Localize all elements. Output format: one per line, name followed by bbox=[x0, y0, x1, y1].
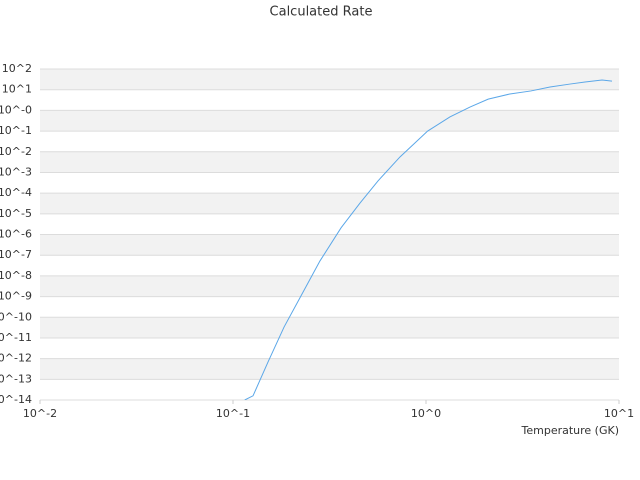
y-tick-label: 10^2 bbox=[2, 62, 32, 75]
plot-band bbox=[40, 69, 619, 90]
y-tick-label: 10^-6 bbox=[0, 228, 32, 241]
y-tick-label: 10^1 bbox=[2, 83, 32, 96]
plot-band bbox=[40, 379, 619, 400]
grid bbox=[39, 68, 620, 404]
plot-band bbox=[40, 110, 619, 132]
plot-band bbox=[40, 172, 619, 194]
y-tick-label: 10^-3 bbox=[0, 165, 32, 178]
plot-band bbox=[40, 213, 619, 235]
data-line bbox=[244, 79, 613, 400]
y-tick-label: 10^-10 bbox=[0, 310, 32, 323]
x-tick-label: 10^-2 bbox=[23, 407, 57, 420]
plot-band bbox=[40, 358, 619, 380]
plot-background bbox=[40, 69, 619, 400]
y-tick-label: 10^-1 bbox=[0, 124, 32, 137]
plot-band bbox=[40, 89, 619, 111]
y-tick-label: 10^-11 bbox=[0, 331, 32, 344]
y-tick-label: 10^-7 bbox=[0, 248, 32, 261]
labels: 10^2 10^1 10^-0 10^-1 10^-2 10^-3 10^-4 10^-5 10… bbox=[0, 62, 634, 420]
plot-band bbox=[40, 317, 619, 338]
x-tick-label: 10^1 bbox=[604, 407, 634, 420]
y-tick-label: 10^-8 bbox=[0, 269, 32, 282]
series bbox=[244, 79, 613, 400]
y-tick-label: 10^-9 bbox=[0, 290, 32, 303]
plot-band bbox=[40, 275, 619, 297]
plot-band bbox=[40, 234, 619, 256]
plot-band bbox=[40, 337, 619, 359]
plot-band bbox=[40, 131, 619, 152]
plot-band bbox=[40, 151, 619, 173]
x-axis-label: Temperature (GK) bbox=[521, 424, 620, 437]
y-tick-label: 10^-12 bbox=[0, 352, 32, 365]
y-tick-label: 10^-0 bbox=[0, 103, 32, 116]
y-tick-label: 10^-13 bbox=[0, 372, 32, 385]
y-tick-label: 10^-5 bbox=[0, 207, 32, 220]
plot-band bbox=[40, 255, 619, 276]
y-tick-label: 10^-4 bbox=[0, 186, 32, 199]
x-tick-label: 10^0 bbox=[411, 407, 441, 420]
plot-band bbox=[40, 193, 619, 214]
y-tick-label: 10^-2 bbox=[0, 145, 32, 158]
plot-band bbox=[40, 296, 619, 318]
y-tick-label: 10^-14 bbox=[0, 393, 32, 406]
chart-title: Calculated Rate bbox=[270, 5, 373, 20]
x-tick-label: 10^-1 bbox=[216, 407, 250, 420]
